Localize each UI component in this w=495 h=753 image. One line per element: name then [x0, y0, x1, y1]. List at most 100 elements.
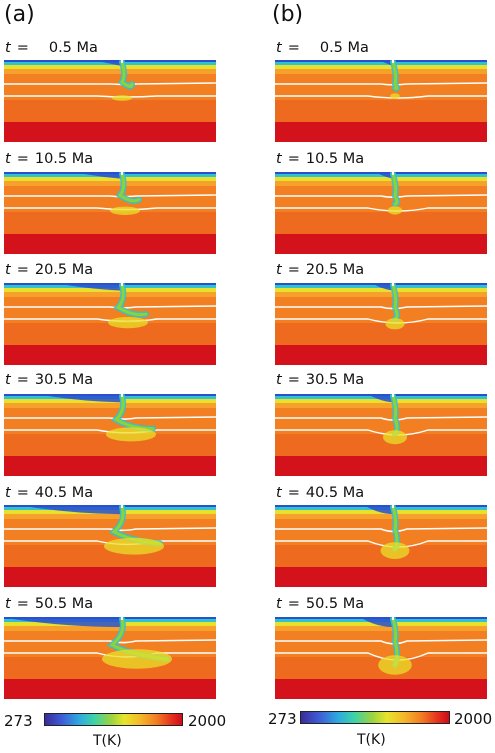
time-symbol: t [5, 262, 11, 278]
temperature-snapshot [4, 172, 216, 254]
mantle-band [275, 514, 487, 519]
time-symbol: t [276, 151, 282, 167]
trench-marker [392, 505, 394, 508]
temperature-snapshot [4, 617, 216, 699]
mantle-band [4, 434, 216, 456]
trench-marker [121, 505, 123, 508]
overriding-plate [379, 172, 393, 179]
colorbar-unit-b: T(K) [357, 732, 386, 748]
time-symbol: t [276, 485, 282, 501]
equals-sign: = [287, 485, 300, 501]
slab-core [113, 394, 155, 431]
equals-sign: = [16, 485, 29, 501]
time-symbol: t [5, 596, 11, 612]
time-value: 50.5 Ma [305, 596, 365, 612]
mantle-band [4, 567, 216, 587]
slab-pile [380, 542, 410, 559]
temperature-snapshot [275, 505, 487, 587]
trench-marker [392, 394, 394, 397]
trench-marker [121, 394, 123, 397]
time-value: 20.5 Ma [34, 262, 94, 278]
overriding-plate [48, 394, 122, 403]
mantle-band [275, 212, 487, 234]
mantle-band [275, 62, 487, 65]
equals-sign: = [16, 596, 29, 612]
time-label: t = 20.5 Ma [276, 262, 364, 278]
overriding-plate [375, 283, 393, 291]
mantle-band [275, 323, 487, 345]
overriding-plate [363, 617, 393, 627]
time-symbol: t [276, 262, 282, 278]
equals-sign: = [287, 40, 300, 56]
mantle-band [4, 323, 216, 345]
time-label: t = 50.5 Ma [276, 596, 364, 612]
slab-core [115, 283, 148, 317]
slab-pile [387, 206, 403, 215]
trench-marker [121, 60, 123, 63]
time-symbol: t [5, 151, 11, 167]
mantle-band [275, 545, 487, 567]
temperature-snapshot [275, 283, 487, 365]
time-label: t = 10.5 Ma [5, 151, 93, 167]
mantle-band [4, 122, 216, 142]
time-label: t = 50.5 Ma [5, 596, 93, 612]
slab-pile [106, 427, 156, 442]
mantle-band [4, 288, 216, 292]
mantle-band [275, 288, 487, 292]
time-label: t = 0.5 Ma [276, 40, 369, 56]
equals-sign: = [16, 262, 29, 278]
slab-core [117, 172, 141, 203]
trench-marker [121, 617, 123, 620]
slab-core [119, 60, 134, 89]
time-label: t = 40.5 Ma [276, 485, 364, 501]
mantle-band [275, 626, 487, 631]
slab-pile [390, 93, 400, 99]
slab-pile [385, 318, 405, 330]
phase-boundary-410 [4, 416, 216, 420]
mantle-band [4, 212, 216, 234]
mantle-band [275, 65, 487, 69]
time-value: 30.5 Ma [34, 372, 94, 388]
time-value: 0.5 Ma [48, 40, 98, 56]
overriding-plate [30, 505, 122, 515]
overriding-plate [367, 505, 393, 515]
time-symbol: t [5, 372, 11, 388]
mantle-band [275, 456, 487, 476]
time-label: t = 30.5 Ma [276, 372, 364, 388]
time-value: 10.5 Ma [305, 151, 365, 167]
colorbar-min-label-b: 273 [268, 710, 297, 728]
phase-boundary-410 [4, 639, 216, 644]
slab-core [391, 172, 399, 206]
mantle-band [275, 399, 487, 403]
equals-sign: = [16, 372, 29, 388]
mantle-band [275, 292, 487, 297]
equals-sign: = [287, 262, 300, 278]
colorbar-max-label-a: 2000 [188, 712, 227, 730]
mantle-band [4, 456, 216, 476]
panel-label-b: (b) [272, 2, 304, 27]
mantle-band [4, 292, 216, 297]
overriding-plate [102, 60, 122, 66]
slab-pile [110, 206, 140, 215]
overriding-plate [371, 394, 393, 403]
time-value: 20.5 Ma [305, 262, 365, 278]
slab-pile [104, 537, 164, 555]
slab-pile [383, 430, 407, 445]
slab-core [391, 283, 399, 321]
mantle-band [4, 514, 216, 519]
temperature-snapshot [4, 283, 216, 365]
temperature-snapshot [275, 394, 487, 476]
mantle-band [275, 181, 487, 186]
temperature-snapshot [4, 505, 216, 587]
mantle-band [275, 100, 487, 122]
slab-pile [108, 317, 148, 329]
time-value: 40.5 Ma [34, 485, 94, 501]
mantle-band [275, 122, 487, 142]
trench-marker [392, 617, 394, 620]
slab-pile [112, 95, 132, 101]
mantle-band [275, 567, 487, 587]
mantle-band [4, 403, 216, 408]
temperature-snapshot [275, 60, 487, 142]
slab-core [391, 60, 399, 90]
slab-pile [102, 649, 172, 669]
